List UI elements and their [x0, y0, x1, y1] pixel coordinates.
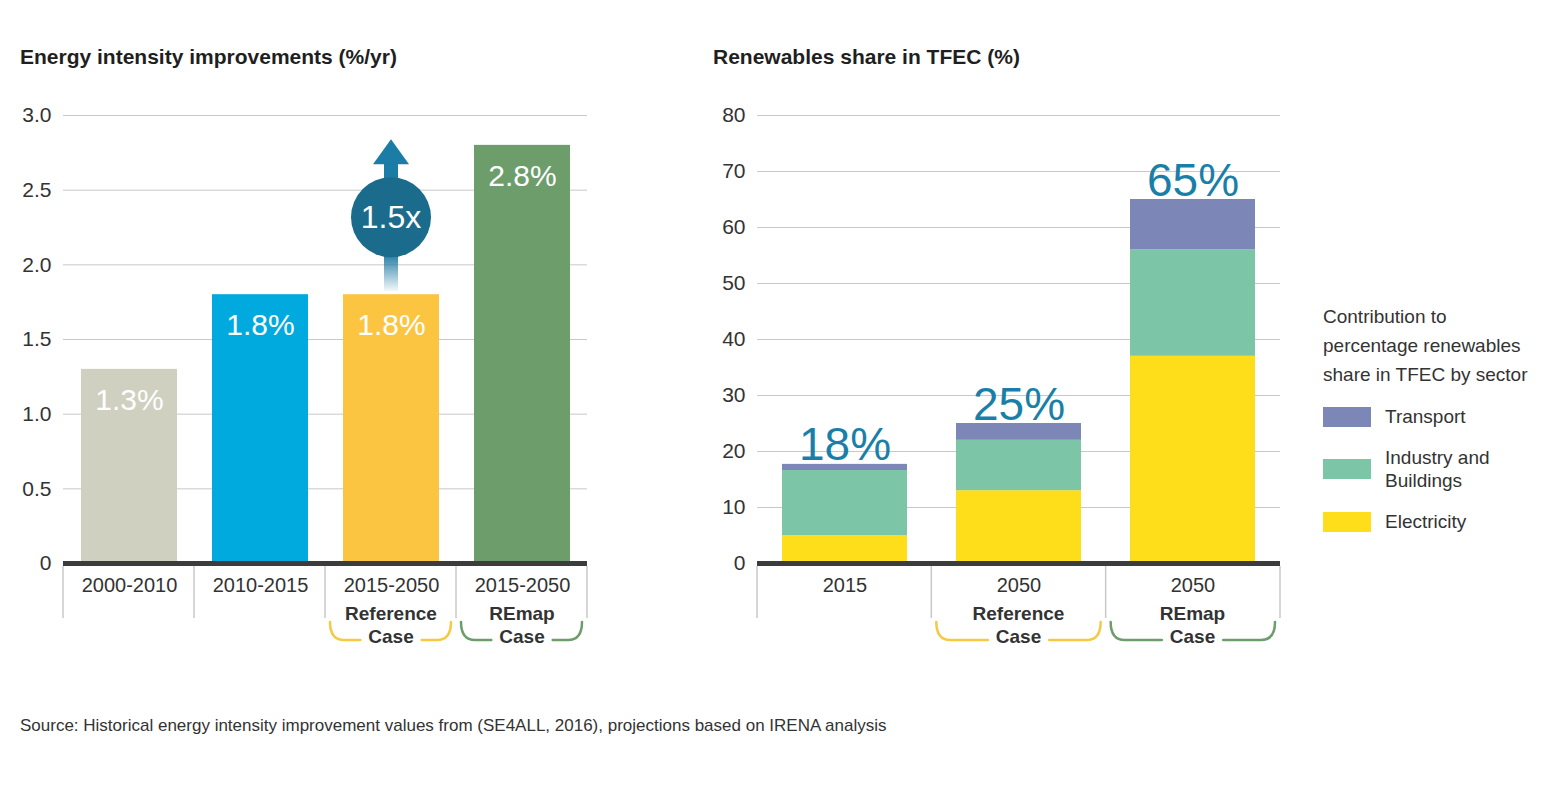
svg-text:2015-2050: 2015-2050	[344, 574, 440, 596]
html-text:Source: Historical energy inte: Source: Historical energy intensity impr…	[20, 716, 887, 735]
html-text:Transport: Transport	[1385, 406, 1466, 427]
svg-text:1.3%: 1.3%	[95, 383, 163, 416]
svg-text:1.5x: 1.5x	[361, 199, 421, 235]
svg-text:50: 50	[722, 271, 745, 294]
html-text:Energy intensity improvements: Energy intensity improvements (%/yr)	[20, 45, 397, 68]
svg-text:40: 40	[722, 327, 745, 350]
svg-text:REmap: REmap	[489, 603, 554, 624]
svg-text:2.0: 2.0	[22, 253, 51, 276]
svg-text:2050: 2050	[997, 574, 1042, 596]
svg-text:20: 20	[722, 439, 745, 462]
svg-text:80: 80	[722, 103, 745, 126]
html-text:Electricity: Electricity	[1385, 511, 1467, 532]
html-text:Industry and Buildings: Industry and Buildings	[1385, 447, 1490, 491]
svg-text:3.0: 3.0	[22, 103, 51, 126]
svg-text:25%: 25%	[973, 378, 1065, 430]
svg-text:10: 10	[722, 495, 745, 518]
svg-text:2015-2050: 2015-2050	[475, 574, 571, 596]
svg-text:1.8%: 1.8%	[226, 308, 294, 341]
svg-text:65%: 65%	[1147, 154, 1239, 206]
svg-text:18%: 18%	[799, 418, 891, 470]
svg-text:2015: 2015	[823, 574, 868, 596]
svg-text:30: 30	[722, 383, 745, 406]
svg-text:REmap: REmap	[1160, 603, 1225, 624]
svg-text:Case: Case	[996, 626, 1041, 647]
svg-text:1.0: 1.0	[22, 402, 51, 425]
svg-text:Case: Case	[1170, 626, 1215, 647]
svg-text:0.5: 0.5	[22, 477, 51, 500]
svg-text:1.8%: 1.8%	[357, 308, 425, 341]
svg-text:Reference: Reference	[973, 603, 1065, 624]
svg-text:2000-2010: 2000-2010	[82, 574, 178, 596]
svg-text:2.8%: 2.8%	[488, 159, 556, 192]
svg-text:2050: 2050	[1171, 574, 1216, 596]
svg-text:1.5: 1.5	[22, 327, 51, 350]
svg-text:0: 0	[734, 551, 746, 574]
svg-text:Reference: Reference	[345, 603, 437, 624]
svg-text:Case: Case	[368, 626, 413, 647]
html-text:Contribution to percentage ren: Contribution to percentage renewables sh…	[1323, 306, 1528, 385]
svg-text:0: 0	[40, 551, 52, 574]
svg-text:2.5: 2.5	[22, 178, 51, 201]
svg-text:Case: Case	[499, 626, 544, 647]
html-text:Renewables share in TFEC (%): Renewables share in TFEC (%)	[713, 45, 1020, 68]
svg-text:60: 60	[722, 215, 745, 238]
svg-text:70: 70	[722, 159, 745, 182]
svg-text:2010-2015: 2010-2015	[213, 574, 309, 596]
